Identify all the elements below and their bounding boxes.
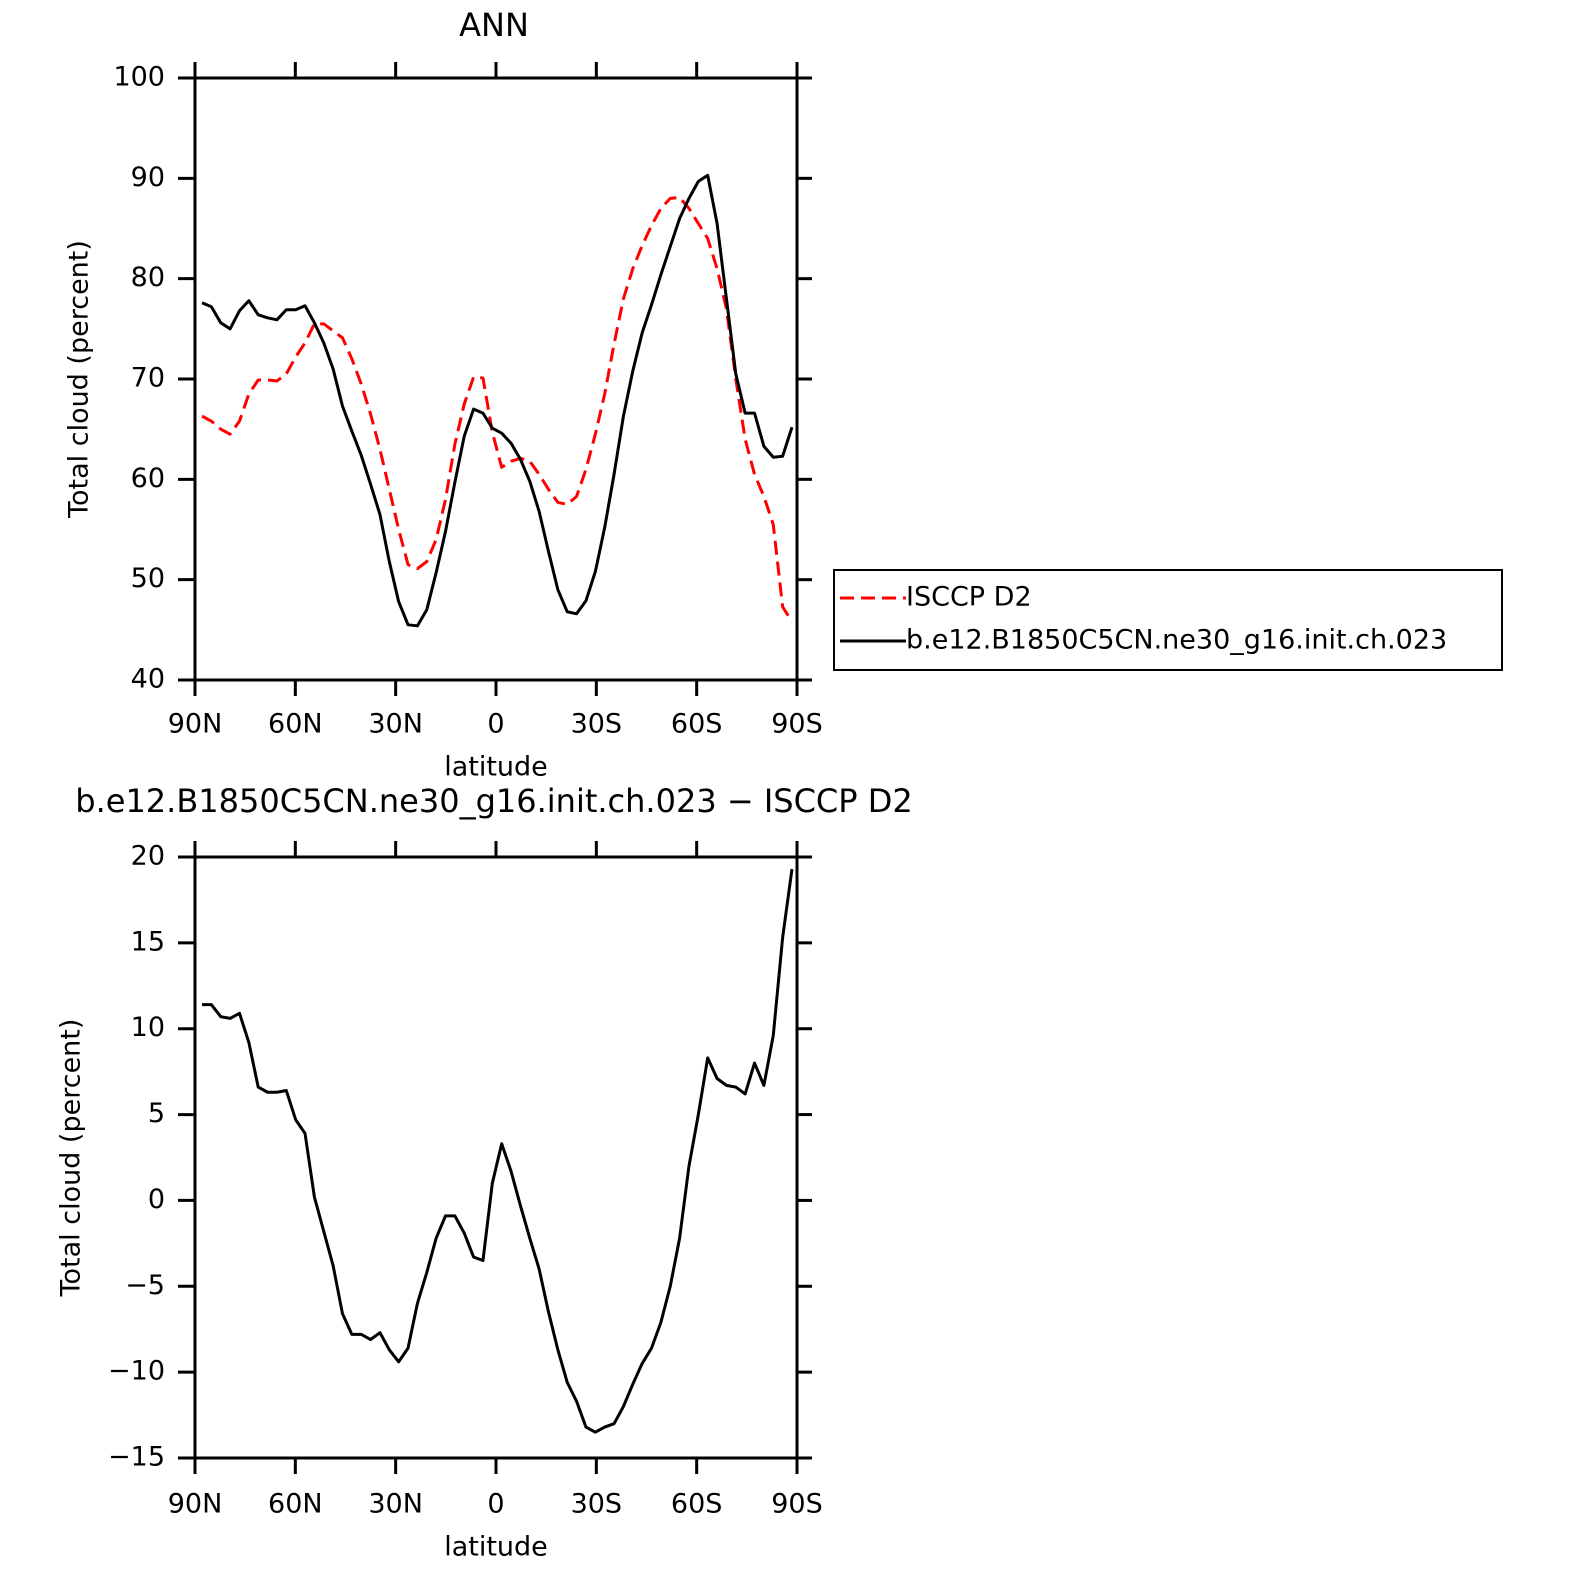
y-tick-label: 80: [131, 262, 165, 293]
chart-title: b.e12.B1850C5CN.ne30_g16.init.ch.023 − I…: [75, 782, 912, 820]
x-tick-label: 0: [487, 709, 504, 740]
x-tick-label: 90N: [168, 1489, 223, 1520]
y-tick-label: 60: [131, 463, 165, 494]
y-tick-label: 100: [113, 62, 165, 93]
y-tick-label: 90: [131, 162, 165, 193]
x-tick-label: 60N: [268, 1489, 323, 1520]
x-tick-label: 90N: [168, 709, 223, 740]
plot-frame: [193, 855, 799, 1460]
plot-frame: [193, 76, 799, 682]
chart-panel: b.e12.B1850C5CN.ne30_g16.init.ch.023 − I…: [56, 782, 913, 1563]
x-tick-label: 30S: [571, 709, 623, 740]
y-tick-label: 70: [131, 363, 165, 394]
y-tick-label: 10: [131, 1012, 165, 1043]
x-tick-label: 60S: [671, 709, 723, 740]
y-tick-label: 15: [131, 926, 165, 957]
x-axis-label: latitude: [444, 752, 548, 783]
x-tick-label: 30N: [368, 1489, 423, 1520]
x-tick-label: 90S: [771, 1489, 823, 1520]
y-axis-label: Total cloud (percent): [64, 240, 95, 519]
y-tick-label: −10: [108, 1356, 165, 1387]
y-tick-label: 5: [148, 1098, 165, 1129]
y-axis-label: Total cloud (percent): [56, 1019, 87, 1298]
y-tick-label: 40: [131, 664, 165, 695]
data-line: [201, 195, 794, 623]
chart-panel: ANN latitude Total cloud (percent) 40 50 60 70…: [64, 6, 1503, 783]
legend-label: ISCCP D2: [906, 582, 1032, 613]
chart-title: ANN: [459, 6, 529, 44]
x-tick-label: 30S: [571, 1489, 623, 1520]
y-tick-label: 0: [148, 1184, 165, 1215]
y-tick-label: −5: [125, 1270, 165, 1301]
x-tick-label: 60S: [671, 1489, 723, 1520]
x-tick-label: 0: [487, 1489, 504, 1520]
y-tick-label: 50: [131, 563, 165, 594]
data-line: [201, 173, 794, 628]
x-tick-label: 30N: [368, 709, 423, 740]
legend: ISCCP D2 b.e12.B1850C5CN.ne30_g16.init.ch…: [833, 569, 1503, 671]
x-tick-label: 60N: [268, 709, 323, 740]
y-tick-label: 20: [131, 841, 165, 872]
legend-label: b.e12.B1850C5CN.ne30_g16.init.ch.023: [906, 625, 1447, 656]
legend-box: [833, 569, 1503, 671]
data-line: [202, 868, 794, 1434]
x-tick-label: 90S: [771, 709, 823, 740]
y-tick-label: −15: [108, 1442, 165, 1473]
x-axis-label: latitude: [444, 1532, 548, 1563]
